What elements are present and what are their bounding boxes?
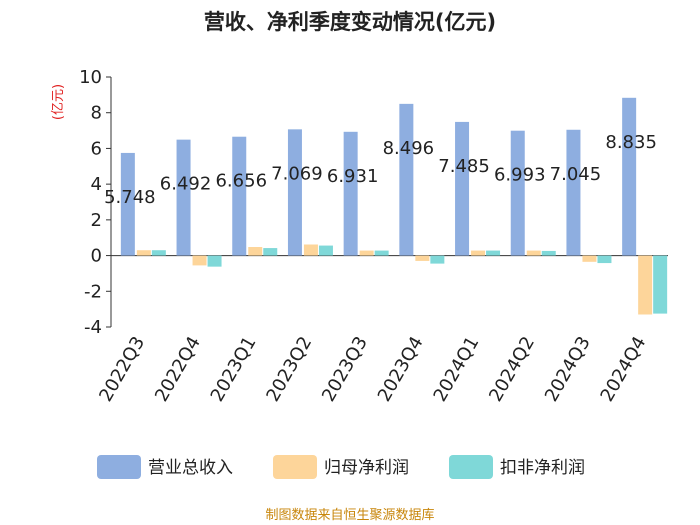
data-label: 6.931 [327,166,379,187]
data-label: 6.993 [494,165,546,186]
legend-label: 营业总收入 [148,458,233,478]
bar-3 [541,250,556,256]
y-tick-label: -4 [84,317,102,338]
data-label: 8.496 [383,138,435,159]
bar-1 [287,129,302,256]
x-tick-label: 2024Q2 [485,333,539,405]
y-tick-label: 2 [91,210,102,231]
bar-2 [359,250,374,256]
bar-2 [526,250,541,256]
bar-3 [486,250,501,256]
x-tick-label: 2023Q2 [262,333,316,405]
bar-3 [263,248,278,256]
y-tick-label: 4 [91,174,102,195]
chart-title: 营收、净利季度变动情况(亿元) [204,10,496,34]
data-label: 6.492 [160,174,212,195]
data-label: 8.835 [605,132,657,153]
bar-3 [597,255,612,264]
y-tick-label: -2 [84,281,102,302]
bar-2 [248,247,263,256]
bar-1 [176,139,191,256]
bar-1 [510,130,525,256]
bar-1 [120,152,135,256]
bar-3 [374,250,389,256]
data-label: 5.748 [104,187,156,208]
legend-label: 归母净利润 [324,458,409,478]
legend-swatch [97,455,141,479]
x-tick-label: 2024Q3 [541,333,595,405]
x-tick-label: 2024Q4 [597,333,651,405]
bars [120,97,668,315]
data-label: 7.045 [550,164,602,185]
legend: 营业总收入 归母净利润 扣非净利润 [97,455,585,479]
data-label: 7.069 [271,163,323,184]
data-label: 7.485 [438,156,490,177]
data-label: 6.656 [215,171,267,192]
y-axis-label: (亿元) [51,84,66,120]
y-tick-label: 10 [79,67,102,88]
bar-3 [653,255,668,314]
legend-label: 扣非净利润 [500,458,585,478]
bar-1 [343,131,358,256]
bar-2 [303,244,318,256]
legend-swatch [449,455,493,479]
source-note: 制图数据来自恒生聚源数据库 [265,507,434,523]
bar-2 [415,255,430,261]
y-tick-label: 0 [91,246,102,267]
bar-2 [192,255,207,266]
bar-1 [232,136,247,256]
legend-swatch [273,455,317,479]
x-tick-label: 2022Q3 [95,333,149,405]
bar-3 [430,255,445,264]
bar-1 [622,97,637,256]
x-tick-label: 2023Q3 [318,333,372,405]
x-tick-label: 2024Q1 [429,333,483,405]
x-tick-label: 2023Q4 [374,333,428,405]
category-labels: 2022Q3 2022Q4 2023Q1 2023Q2 2023Q3 2023Q4 2024… [95,333,650,405]
bar-3 [151,250,166,256]
bar-2 [582,255,597,262]
bar-3 [318,245,333,256]
bar-2 [471,250,486,256]
bar-1 [566,129,581,256]
bar-1 [455,121,470,256]
bar-1 [399,103,414,256]
y-tick-label: 8 [91,103,102,124]
y-tick-label: 6 [91,138,102,159]
bar-3 [207,255,222,267]
bar-2 [136,250,151,256]
x-tick-label: 2023Q1 [207,333,261,405]
bar-2 [638,255,653,315]
x-tick-label: 2022Q4 [151,333,205,405]
